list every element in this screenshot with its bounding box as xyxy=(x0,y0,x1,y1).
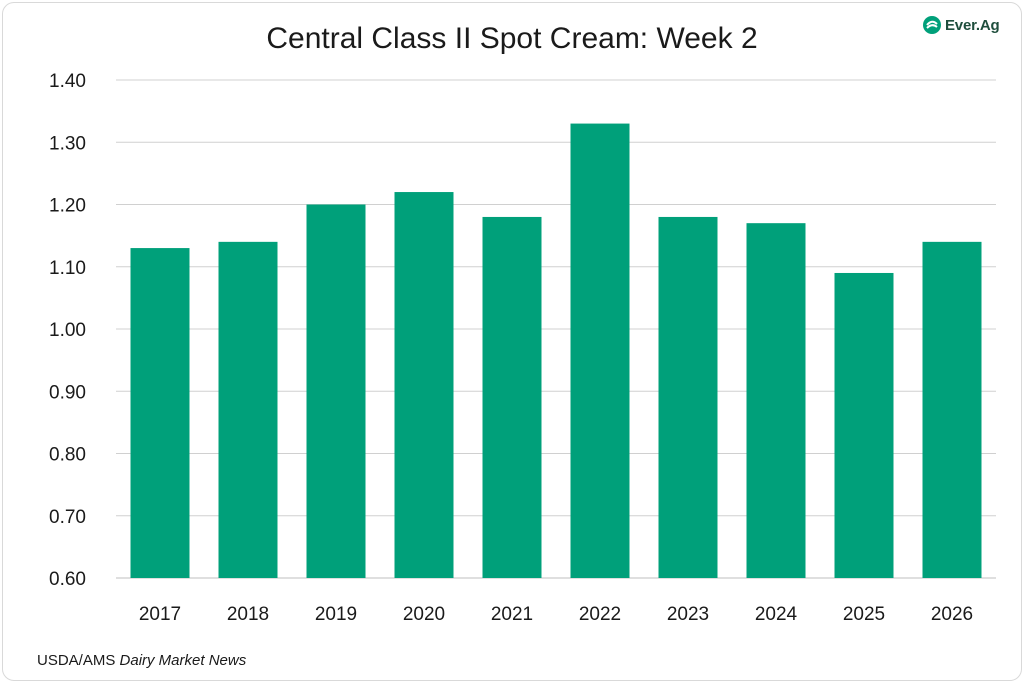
bar-2025 xyxy=(834,272,894,578)
bar-2020 xyxy=(394,192,454,579)
bar-2021 xyxy=(482,216,542,578)
y-tick-label: 0.60 xyxy=(49,569,86,590)
x-tick-label: 2018 xyxy=(227,604,269,625)
y-tick-label: 0.70 xyxy=(49,507,86,528)
y-tick-label: 0.80 xyxy=(49,445,86,466)
x-tick-label: 2024 xyxy=(755,604,798,625)
chart-title: Central Class II Spot Cream: Week 2 xyxy=(266,22,758,55)
y-tick-label: 1.20 xyxy=(49,196,86,217)
source-note: USDA/AMS Dairy Market News xyxy=(37,652,246,669)
logo-text: Ever.Ag xyxy=(945,16,1000,34)
x-tick-label: 2026 xyxy=(931,604,973,625)
bars xyxy=(130,123,982,579)
bar-2024 xyxy=(746,223,806,579)
y-tick-label: 1.40 xyxy=(49,71,86,92)
y-axis-labels: 0.60 0.70 0.80 0.90 1.00 1.10 1.20 1.30 1.40 xyxy=(49,71,86,590)
bar-2026 xyxy=(922,241,982,578)
bar-2019 xyxy=(306,204,366,578)
x-tick-label: 2017 xyxy=(139,604,181,625)
source-publication: Dairy Market News xyxy=(119,652,247,669)
bar-2017 xyxy=(130,248,190,578)
x-tick-label: 2025 xyxy=(843,604,885,625)
bar-2022 xyxy=(570,123,630,578)
y-tick-label: 1.30 xyxy=(49,133,86,154)
x-tick-label: 2019 xyxy=(315,604,357,625)
source-prefix: USDA/AMS xyxy=(37,652,120,669)
x-tick-label: 2023 xyxy=(667,604,709,625)
x-tick-label: 2022 xyxy=(579,604,621,625)
x-tick-label: 2021 xyxy=(491,604,533,625)
x-tick-label: 2020 xyxy=(403,604,445,625)
ever-ag-logo: Ever.Ag xyxy=(922,14,1000,36)
y-tick-label: 1.00 xyxy=(49,320,86,341)
bar-2018 xyxy=(218,241,278,578)
y-tick-label: 1.10 xyxy=(49,258,86,279)
y-tick-label: 0.90 xyxy=(49,382,86,403)
ever-ag-logo-icon xyxy=(923,16,941,34)
x-axis-labels: 2017 2018 2019 2020 2021 2022 2023 2024 2025 2026 xyxy=(139,604,973,625)
bar-2023 xyxy=(658,216,718,578)
